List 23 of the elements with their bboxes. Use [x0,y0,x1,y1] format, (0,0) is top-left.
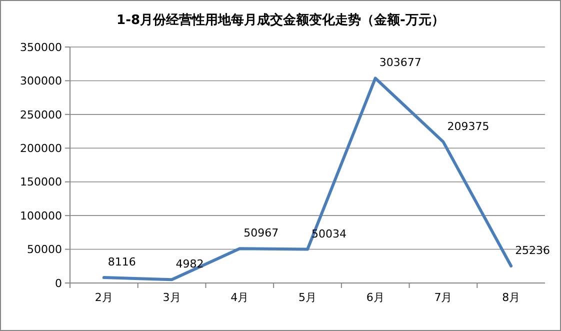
data-label: 209375 [447,120,490,133]
data-label: 303677 [379,56,422,70]
x-tick-label: 5月 [298,291,316,304]
y-tick-label: 0 [55,276,62,290]
x-tick-label: 8月 [502,291,520,304]
data-label: 4982 [176,258,204,271]
y-tick-label: 100000 [20,209,62,222]
chart-title: 1-8月份经营性用地每月成交金额变化走势（金额-万元） [116,12,444,28]
x-tick-label: 4月 [230,291,249,304]
data-label: 25236 [515,244,550,257]
data-label: 50967 [244,226,279,240]
y-tick-label: 250000 [20,108,62,122]
y-tick-label: 150000 [20,176,62,189]
line-series [102,76,513,282]
x-tick-label: 2月 [94,291,113,304]
data-label: 8116 [108,256,136,269]
y-tick-label: 350000 [20,40,62,54]
x-tick-label: 3月 [162,291,181,304]
x-tick-label: 6月 [366,291,384,304]
x-tick-label: 7月 [434,291,452,304]
y-tick-label: 200000 [20,142,62,155]
y-tick-label: 300000 [20,74,62,88]
y-tick-label: 50000 [27,243,62,256]
